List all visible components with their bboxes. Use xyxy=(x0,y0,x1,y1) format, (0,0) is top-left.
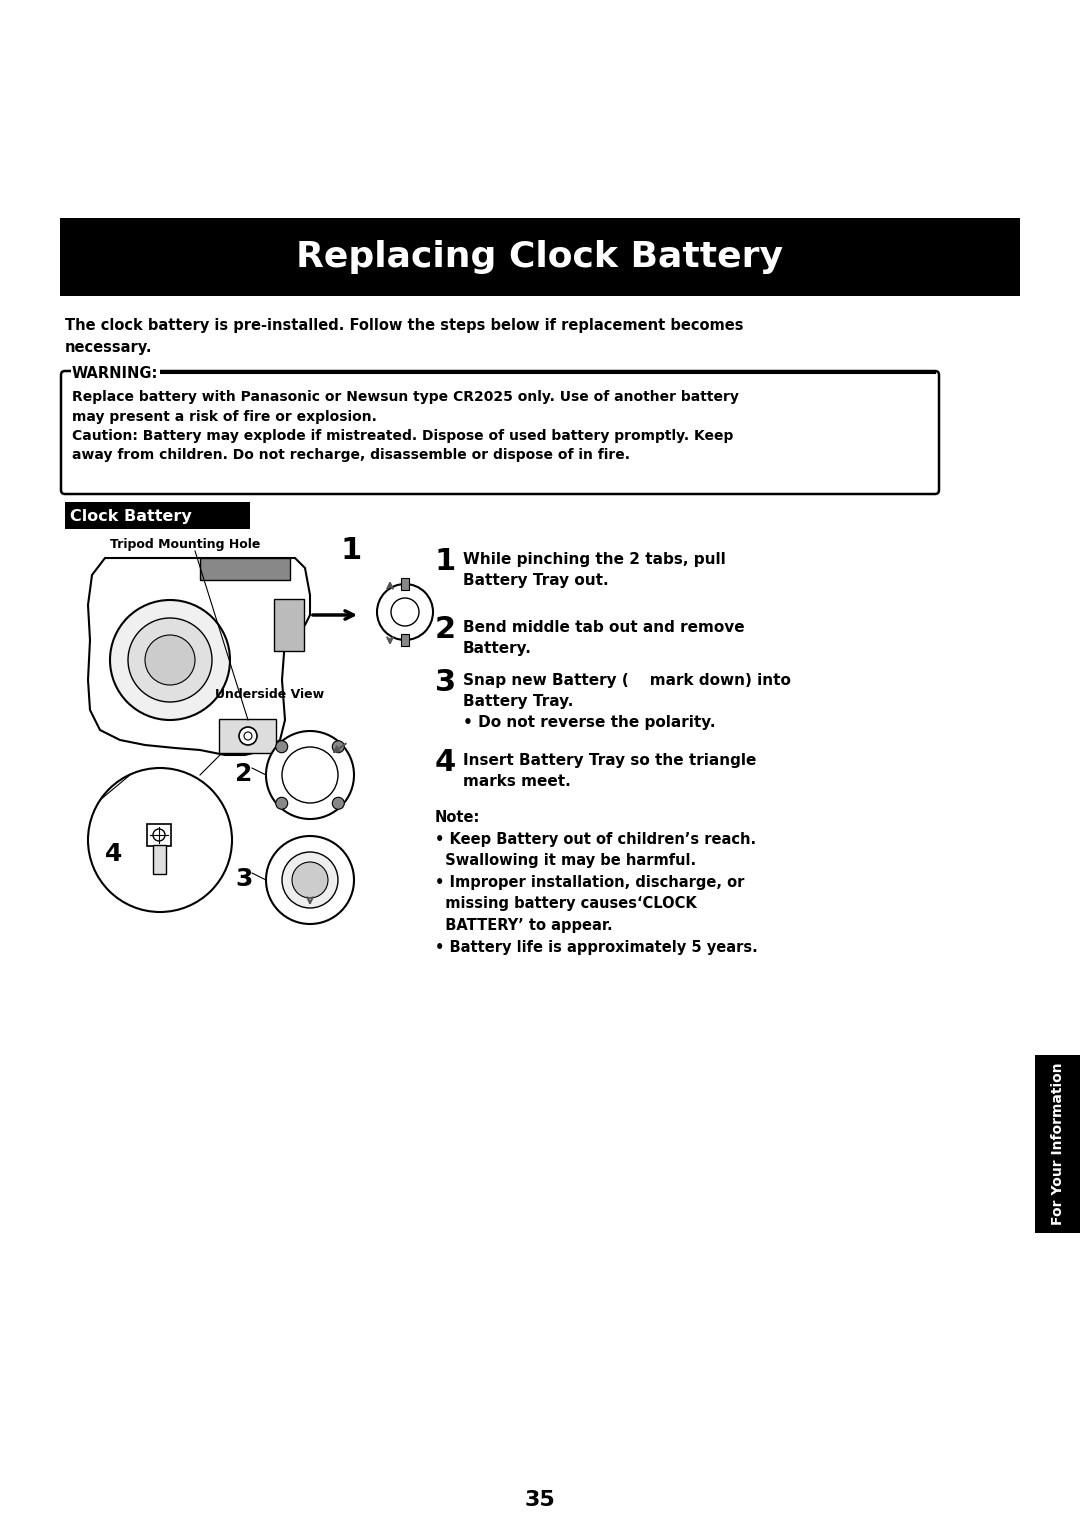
Circle shape xyxy=(377,584,433,640)
Text: The clock battery is pre-installed. Follow the steps below if replacement become: The clock battery is pre-installed. Foll… xyxy=(65,318,743,354)
Text: 35: 35 xyxy=(525,1490,555,1510)
Text: Underside View: Underside View xyxy=(215,688,324,701)
Circle shape xyxy=(282,747,338,804)
Circle shape xyxy=(333,741,345,753)
FancyBboxPatch shape xyxy=(1035,1054,1080,1233)
Text: Snap new Battery (    mark down) into
Battery Tray.
• Do not reverse the polarit: Snap new Battery ( mark down) into Batte… xyxy=(463,672,791,730)
Circle shape xyxy=(282,853,338,908)
Polygon shape xyxy=(87,558,310,755)
FancyBboxPatch shape xyxy=(200,558,291,581)
Text: 4: 4 xyxy=(105,842,122,866)
Circle shape xyxy=(145,636,195,685)
Text: Bend middle tab out and remove
Battery.: Bend middle tab out and remove Battery. xyxy=(463,620,744,656)
FancyBboxPatch shape xyxy=(401,634,409,646)
Text: 2: 2 xyxy=(235,762,253,785)
Circle shape xyxy=(244,732,252,740)
Circle shape xyxy=(333,798,345,810)
FancyBboxPatch shape xyxy=(65,503,249,529)
Text: 3: 3 xyxy=(435,668,456,697)
Text: Insert Battery Tray so the triangle
marks meet.: Insert Battery Tray so the triangle mark… xyxy=(463,753,756,788)
Circle shape xyxy=(266,836,354,924)
Circle shape xyxy=(239,727,257,746)
FancyBboxPatch shape xyxy=(401,578,409,590)
Circle shape xyxy=(292,862,328,898)
Circle shape xyxy=(275,741,287,753)
Circle shape xyxy=(129,617,212,701)
Text: 3: 3 xyxy=(235,866,253,891)
FancyBboxPatch shape xyxy=(152,845,165,874)
Text: Clock Battery: Clock Battery xyxy=(70,509,192,524)
Circle shape xyxy=(110,601,230,720)
Circle shape xyxy=(391,597,419,626)
Circle shape xyxy=(153,830,165,840)
Text: While pinching the 2 tabs, pull
Battery Tray out.: While pinching the 2 tabs, pull Battery … xyxy=(463,552,726,588)
FancyBboxPatch shape xyxy=(147,824,171,847)
Circle shape xyxy=(87,769,232,912)
FancyBboxPatch shape xyxy=(60,219,1020,296)
FancyBboxPatch shape xyxy=(274,599,303,651)
Text: Note:
• Keep Battery out of children’s reach.
  Swallowing it may be harmful.
• : Note: • Keep Battery out of children’s r… xyxy=(435,810,758,955)
Text: Replace battery with Panasonic or Newsun type CR2025 only. Use of another batter: Replace battery with Panasonic or Newsun… xyxy=(72,390,739,463)
Text: 4: 4 xyxy=(435,749,456,778)
Circle shape xyxy=(266,730,354,819)
Circle shape xyxy=(275,798,287,810)
Text: Replacing Clock Battery: Replacing Clock Battery xyxy=(297,240,783,274)
Text: Tripod Mounting Hole: Tripod Mounting Hole xyxy=(110,538,260,552)
Text: 2: 2 xyxy=(435,614,456,643)
FancyBboxPatch shape xyxy=(60,371,939,494)
Text: WARNING:: WARNING: xyxy=(72,365,159,380)
Text: For Your Information: For Your Information xyxy=(1051,1062,1065,1225)
FancyBboxPatch shape xyxy=(219,720,276,753)
Text: 1: 1 xyxy=(435,547,456,576)
Text: 1: 1 xyxy=(340,536,361,565)
